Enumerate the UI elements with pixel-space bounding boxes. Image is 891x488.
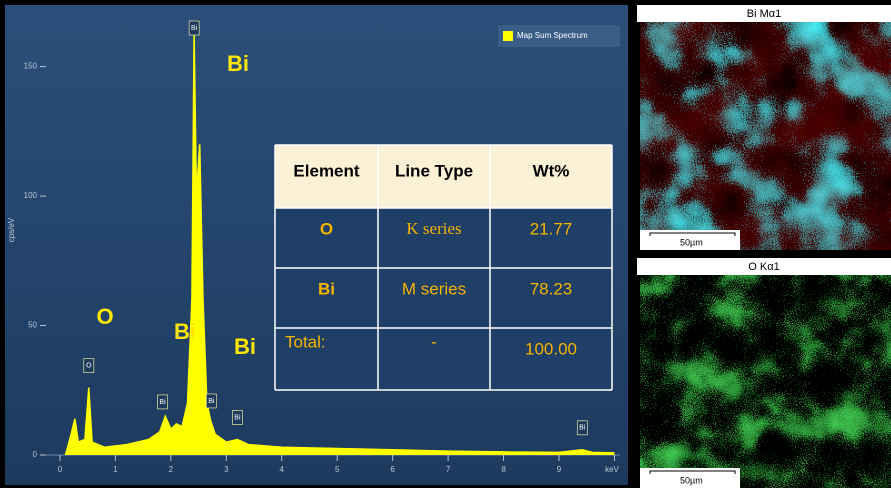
map-title: Bi Mα1 xyxy=(747,8,781,20)
table-cell: 78.23 xyxy=(530,279,573,298)
table-cell: Bi xyxy=(318,279,335,298)
scale-label: 50µm xyxy=(680,237,703,247)
x-tick-label: 0 xyxy=(58,465,63,474)
x-tick-label: 2 xyxy=(169,465,174,474)
x-tick-label: 3 xyxy=(224,465,229,474)
scale-label: 50µm xyxy=(680,475,703,485)
x-tick-label: 5 xyxy=(335,465,340,474)
table-cell: O xyxy=(320,219,333,238)
map-image xyxy=(640,22,891,250)
y-tick-label: 0 xyxy=(33,450,38,459)
x-tick-label: 1 xyxy=(113,465,118,474)
y-tick-label: 150 xyxy=(24,62,38,71)
peak-label: Bi xyxy=(579,425,586,432)
table-cell: Total: xyxy=(285,332,326,351)
peak-label: Bi xyxy=(159,399,166,406)
y-tick-label: 100 xyxy=(24,191,38,200)
peak-label: O xyxy=(86,363,92,370)
annotation: O xyxy=(96,304,113,329)
table-cell: 100.00 xyxy=(525,339,577,358)
table-cell: - xyxy=(431,332,437,351)
x-axis-label: keV xyxy=(605,465,619,474)
x-tick-label: 6 xyxy=(390,465,395,474)
map-title: O Kα1 xyxy=(748,261,779,273)
table-cell: 21.77 xyxy=(530,219,573,238)
table-header: Line Type xyxy=(395,161,473,180)
x-tick-label: 8 xyxy=(501,465,506,474)
map-panels: Bi Mα1 O Kα1 50µm 50µm xyxy=(637,5,891,488)
y-axis-label: cps/eV xyxy=(7,217,16,242)
y-tick-label: 50 xyxy=(28,321,37,330)
table-header: Element xyxy=(293,161,359,180)
map-image xyxy=(640,275,891,488)
annotation: Bi xyxy=(174,319,196,344)
peak-label: Bi xyxy=(191,25,198,32)
x-tick-label: 9 xyxy=(557,465,562,474)
x-tick-label: 4 xyxy=(280,465,285,474)
table-cell: K series xyxy=(406,219,461,238)
annotation: Bi xyxy=(227,51,249,76)
legend-label: Map Sum Spectrum xyxy=(517,31,588,40)
x-tick-label: 7 xyxy=(446,465,451,474)
peak-label: Bi xyxy=(208,398,215,405)
legend-swatch xyxy=(503,31,513,41)
table-cell: M series xyxy=(402,279,466,298)
annotation: Bi xyxy=(234,334,256,359)
peak-label: Bi xyxy=(234,414,241,421)
figure: Bi Mα1 O Kα1 50µm 50µm 0 50 100 150 0 1 2 3 4 5 6 7… xyxy=(0,0,891,488)
table-header: Wt% xyxy=(533,161,570,180)
